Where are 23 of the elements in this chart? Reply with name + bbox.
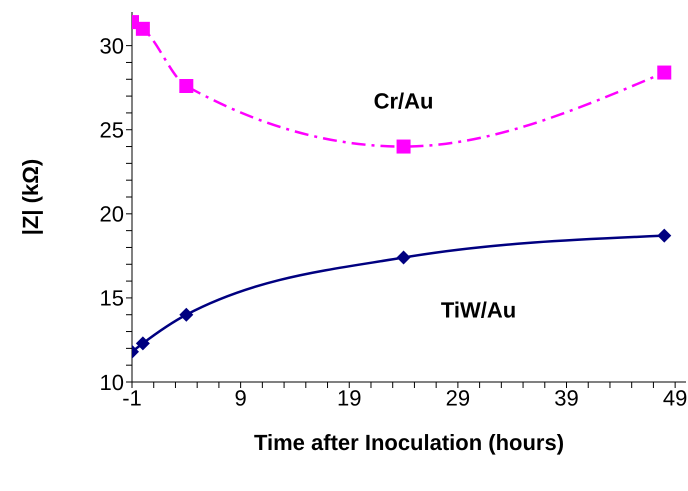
point (657, 228, 672, 243)
point (179, 79, 194, 93)
point (396, 140, 411, 154)
point (396, 250, 411, 265)
x-tick-label: 29 (446, 386, 470, 411)
x-tick-label: 49 (662, 386, 688, 411)
x-tick-label: 9 (234, 386, 247, 411)
point (657, 66, 672, 80)
point (179, 308, 194, 322)
x-axis-title: Time after Inoculation (hours) (254, 430, 564, 455)
x-tick-label: -1 (122, 386, 142, 411)
y-tick-label: 10 (100, 370, 124, 395)
x-tick-label: 19 (337, 386, 362, 411)
y-tick-label: 20 (100, 202, 124, 227)
y-tick-label: 15 (100, 286, 124, 311)
text: TiW/Au (440, 298, 516, 323)
point (136, 22, 150, 36)
y-tick-label: 30 (100, 33, 124, 58)
y-tick-label: 25 (100, 118, 124, 143)
point (136, 336, 150, 350)
y-axis-title: |Z| (kΩ) (18, 158, 43, 236)
series-label: Cr/Au (374, 88, 434, 114)
x-tick-label: 39 (554, 386, 579, 411)
